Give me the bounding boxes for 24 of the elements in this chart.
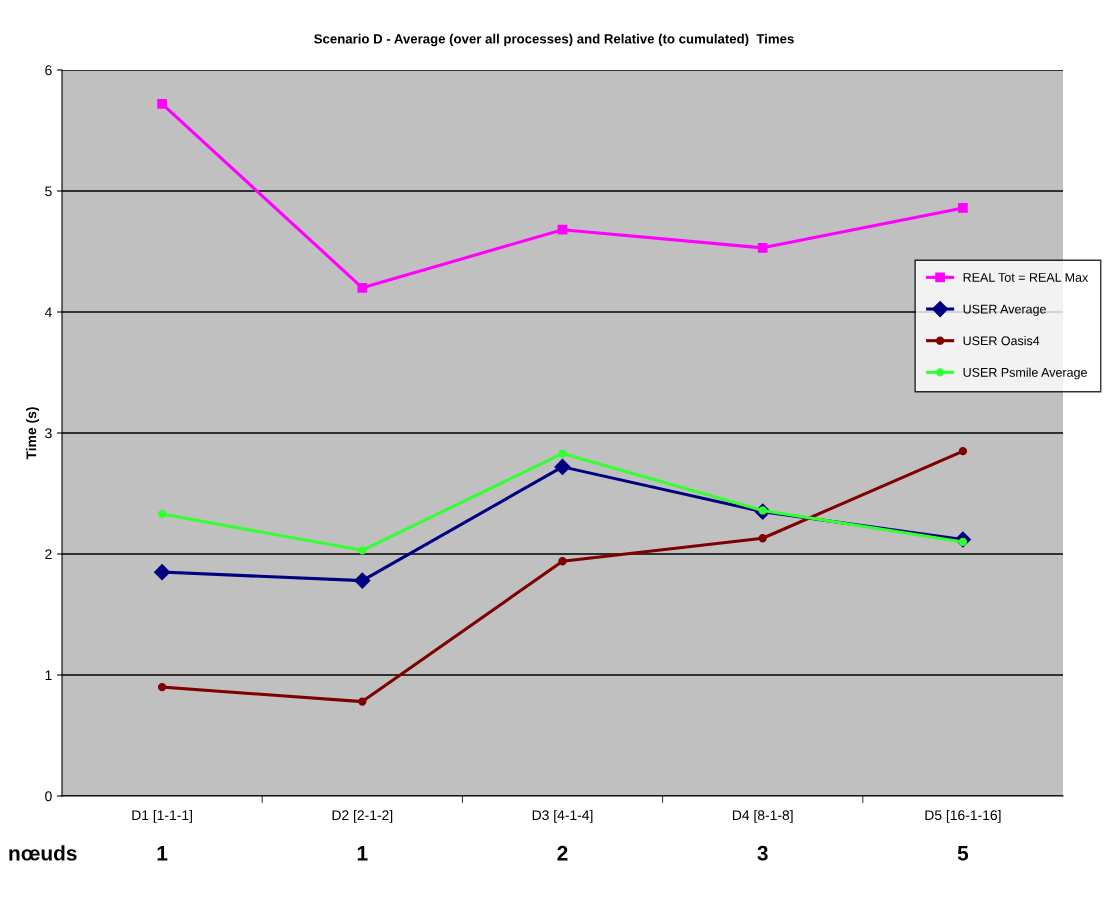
legend-label: USER Oasis4 <box>963 336 1040 346</box>
legend-label: REAL Tot = REAL Max <box>963 273 1089 282</box>
text: 1 <box>357 846 368 861</box>
text: nœuds <box>9 845 77 861</box>
legend-label: USER Average <box>963 304 1046 316</box>
y-tick-label: 2 <box>45 549 52 560</box>
x-tick-label: D3 [4-1-4] <box>532 809 593 823</box>
y-tick-label: 0 <box>45 791 52 802</box>
x-tick-label: D2 [2-1-2] <box>332 809 393 823</box>
chart-title: Scenario D - Average (over all processes) and Relative (to cumulated) Times <box>314 33 794 47</box>
x-tick-label: D5 [16-1-16] <box>925 809 1001 823</box>
text: 2 <box>557 845 568 861</box>
y-tick-label: 6 <box>45 65 52 76</box>
y-tick-label: 5 <box>45 186 52 197</box>
text: 3 <box>757 845 768 861</box>
y-axis-title: Time (s) <box>26 407 39 460</box>
y-tick-label: 1 <box>45 670 52 681</box>
text: 5 <box>957 846 969 861</box>
y-tick-label: 4 <box>44 307 52 318</box>
x-tick-label: D4 [8-1-8] <box>732 809 793 823</box>
x-tick-label: D1 [1-1-1] <box>132 809 192 823</box>
text: 1 <box>157 846 168 861</box>
legend-label: USER Psmile Average <box>963 367 1087 380</box>
y-tick-label: 3 <box>45 428 52 439</box>
